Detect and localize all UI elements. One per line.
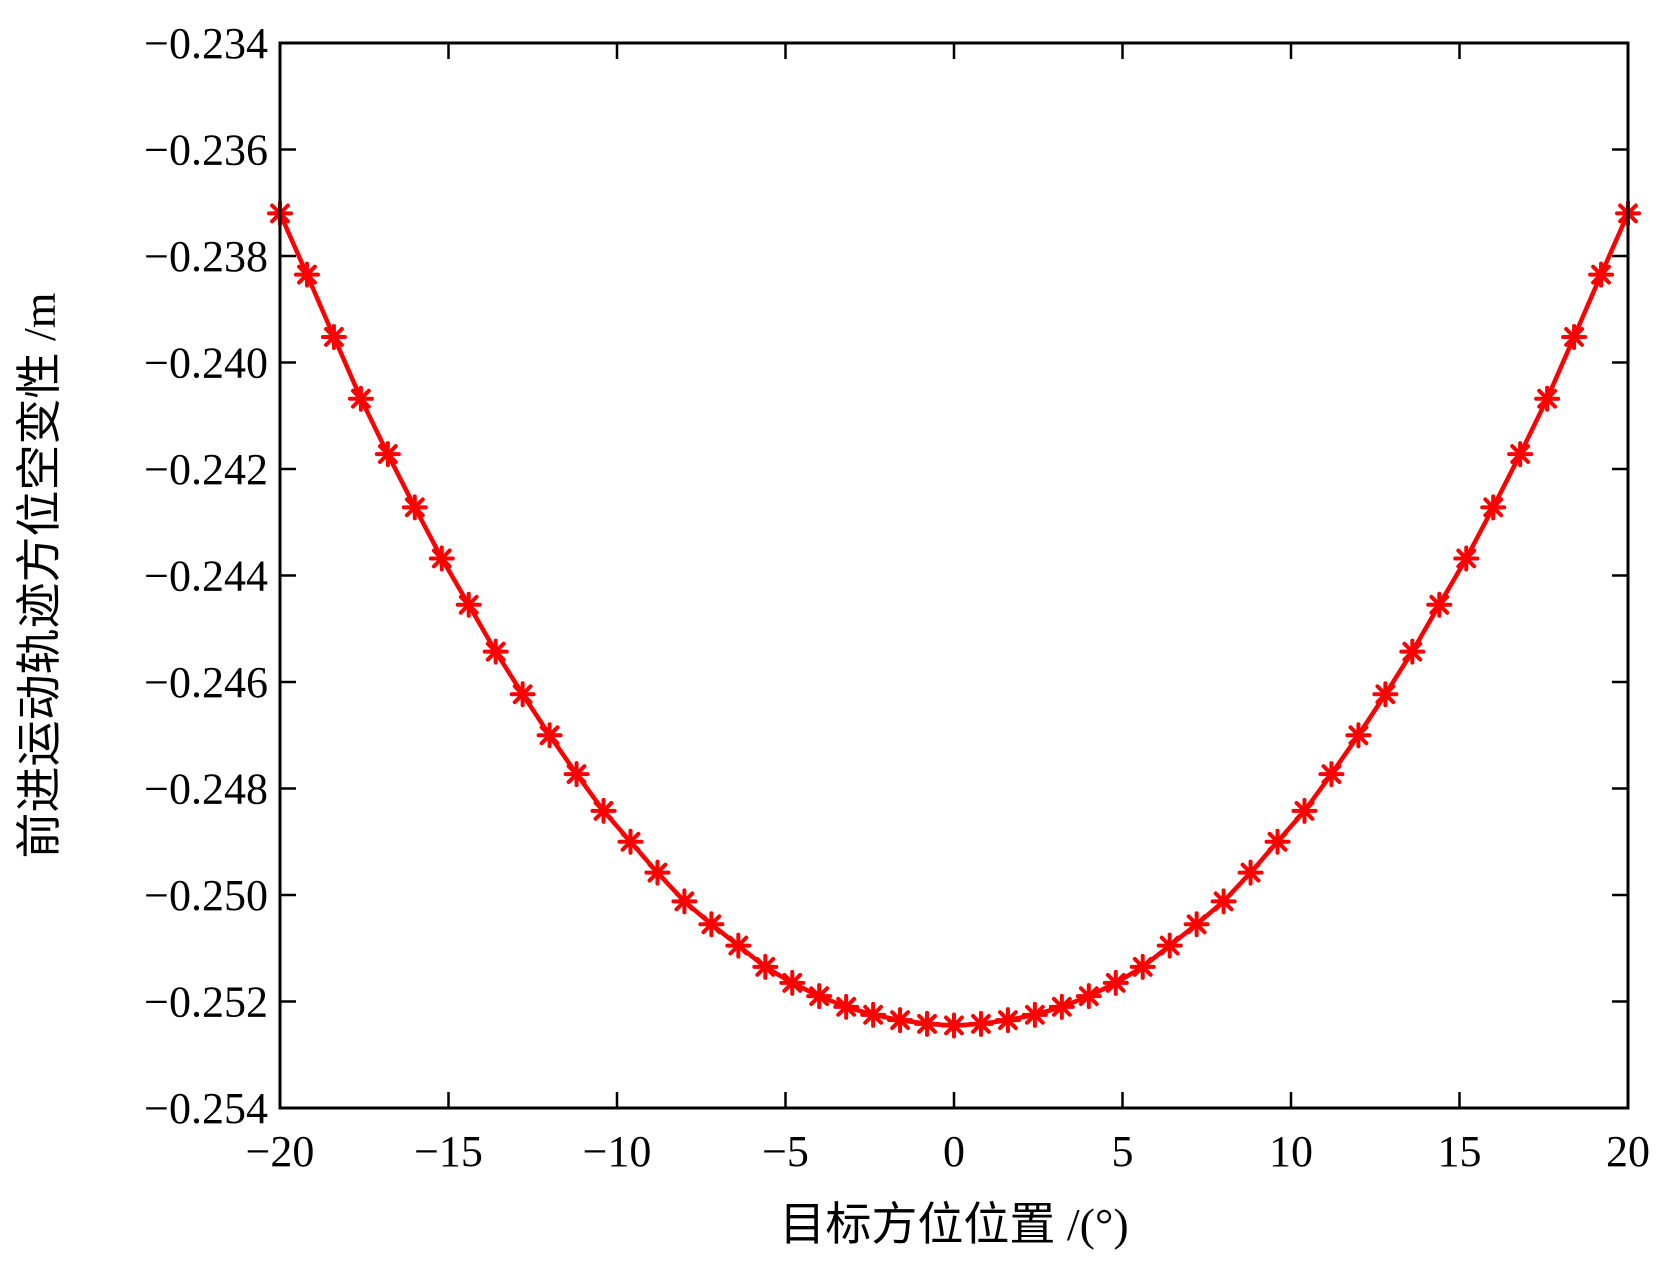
data-point <box>1264 828 1291 855</box>
data-markers <box>267 200 1641 1039</box>
data-point <box>1345 722 1372 749</box>
y-tick-label: −0.250 <box>144 871 268 920</box>
y-tick-label: −0.254 <box>144 1084 268 1133</box>
x-tick-label: −10 <box>583 1127 652 1176</box>
data-point <box>320 323 347 350</box>
x-tick-label: 10 <box>1269 1127 1313 1176</box>
y-tick-label: −0.244 <box>144 552 268 601</box>
data-point <box>1156 932 1183 959</box>
data-point <box>914 1010 941 1037</box>
y-tick-label: −0.238 <box>144 232 268 281</box>
data-point <box>1291 797 1318 824</box>
data-point <box>374 441 401 468</box>
y-tick-label: −0.248 <box>144 765 268 814</box>
y-tick-label: −0.240 <box>144 339 268 388</box>
x-tick-label: −5 <box>762 1127 809 1176</box>
data-point <box>644 859 671 886</box>
data-point <box>967 1010 994 1037</box>
data-point <box>833 993 860 1020</box>
data-point <box>1021 1001 1048 1028</box>
data-point <box>779 969 806 996</box>
data-point <box>347 385 374 412</box>
y-axis-label: 前进运动轨迹方位空变性 /m <box>14 292 65 858</box>
data-point <box>1453 545 1480 572</box>
data-point <box>671 888 698 915</box>
data-point <box>860 1001 887 1028</box>
series-line <box>277 212 1631 1028</box>
y-tick-label: −0.246 <box>144 658 268 707</box>
x-tick-label: 5 <box>1112 1127 1134 1176</box>
data-point <box>1561 323 1588 350</box>
data-point <box>1210 888 1237 915</box>
x-axis-label: 目标方位位置 /(°) <box>779 1199 1128 1250</box>
y-tick-label: −0.242 <box>144 445 268 494</box>
plot-frame <box>278 41 1630 1110</box>
data-point <box>1534 385 1561 412</box>
data-point <box>455 591 482 618</box>
axis-tick-labels: −20 −15 −10 −5 0 5 10 15 20 −0.234 −0.236 −0.238 −0.… <box>144 19 1650 1176</box>
x-tick-label: −20 <box>246 1127 315 1176</box>
data-point <box>887 1007 914 1034</box>
data-point <box>401 494 428 521</box>
y-tick-label: −0.252 <box>144 978 268 1027</box>
axis-ticks <box>278 41 1630 1110</box>
data-point <box>617 828 644 855</box>
data-point <box>806 983 833 1010</box>
x-tick-label: 15 <box>1438 1127 1482 1176</box>
data-point <box>1426 591 1453 618</box>
data-point <box>1048 993 1075 1020</box>
data-point <box>725 932 752 959</box>
data-point <box>1318 761 1345 788</box>
x-tick-label: 0 <box>943 1127 965 1176</box>
data-point <box>1075 983 1102 1010</box>
data-point <box>1102 969 1129 996</box>
y-tick-label: −0.234 <box>144 19 268 68</box>
data-point <box>563 761 590 788</box>
data-point <box>698 911 725 938</box>
data-point <box>1480 494 1507 521</box>
data-point <box>482 638 509 665</box>
data-point <box>1507 441 1534 468</box>
data-point <box>536 722 563 749</box>
data-point <box>941 1012 967 1039</box>
data-point <box>1588 261 1615 288</box>
data-point <box>509 681 536 708</box>
x-tick-label: 20 <box>1606 1127 1650 1176</box>
y-tick-label: −0.236 <box>144 126 268 175</box>
data-point <box>1372 681 1399 708</box>
data-point <box>590 797 617 824</box>
data-point <box>752 953 779 980</box>
data-point <box>1237 859 1264 886</box>
data-point <box>293 261 320 288</box>
data-point <box>1183 911 1210 938</box>
data-point <box>1129 953 1156 980</box>
data-point <box>428 545 455 572</box>
data-point <box>994 1007 1021 1034</box>
data-point <box>1399 638 1426 665</box>
x-tick-label: −15 <box>414 1127 483 1176</box>
